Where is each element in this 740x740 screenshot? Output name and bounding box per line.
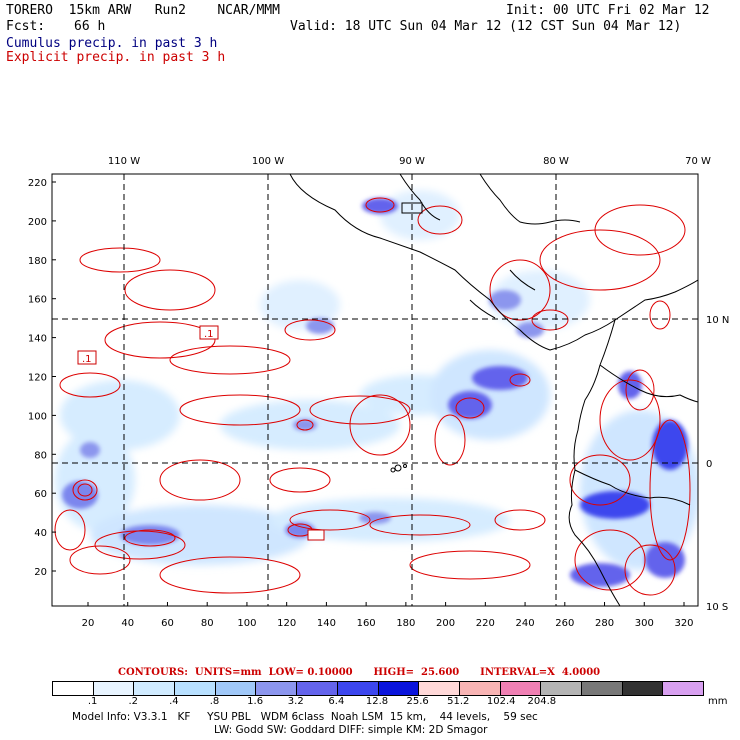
colorbar-swatch [540, 682, 581, 695]
model-info-line1: Model Info: V3.3.1 KF YSU PBL WDM 6class… [72, 711, 538, 723]
colorbar-swatch [418, 682, 459, 695]
colorbar-tick-label: 204.8 [527, 696, 557, 707]
x-tick-label: 100 [237, 618, 256, 629]
map-content [52, 174, 698, 606]
longitude-label: 80 W [543, 156, 569, 167]
contour-labels: .1 .1 [82, 329, 214, 365]
contour-info: CONTOURS: UNITS=mm LOW= 0.10000 HIGH= 25… [118, 667, 601, 678]
y-tick-label: 40 [34, 528, 47, 539]
contour-label-boxes [77, 202, 423, 541]
colorbar-swatch [377, 682, 419, 695]
colorbar-tick-label: 3.2 [287, 696, 304, 707]
init-time: Init: 00 UTC Fri 02 Mar 12 [506, 3, 710, 18]
colorbar-tick-label: .8 [209, 696, 220, 707]
model-info-line2: LW: Godd SW: Goddard DIFF: simple KM: 2D… [214, 724, 488, 736]
x-tick-label: 20 [82, 618, 95, 629]
explicit-legend: Explicit precip. in past 3 h [6, 50, 226, 65]
x-tick-label: 220 [476, 618, 495, 629]
longitude-label: 110 W [108, 156, 140, 167]
y-tick-label: 220 [28, 178, 47, 189]
latitude-label: 0 [706, 459, 712, 470]
colorbar-swatch [255, 682, 297, 695]
y-tick-label: 180 [28, 256, 47, 267]
colorbar-swatch [458, 682, 500, 695]
x-tick-label: 40 [121, 618, 134, 629]
colorbar-tick-label: 6.4 [328, 696, 345, 707]
y-tick-label: 200 [28, 217, 47, 228]
moderate-precip-field [62, 198, 688, 587]
colorbar-units: mm [708, 696, 728, 707]
y-tick-label: 160 [28, 295, 47, 306]
x-tick-label: 180 [396, 618, 415, 629]
y-tick-label: 140 [28, 334, 47, 345]
y-tick-label: 80 [34, 450, 47, 461]
colorbar-tick-label: .1 [87, 696, 98, 707]
colorbar-tick-label: 25.6 [406, 696, 429, 707]
y-tick-label: 60 [34, 489, 47, 500]
y-tick-label: 120 [28, 373, 47, 384]
colorbar-tick-label: 1.6 [247, 696, 264, 707]
colorbar-swatch [662, 682, 703, 695]
colorbar-tick-label: 51.2 [447, 696, 470, 707]
model-title: TORERO 15km ARW Run2 NCAR/MMM [6, 3, 280, 18]
colorbar-swatch [174, 682, 215, 695]
x-tick-label: 280 [595, 618, 614, 629]
forecast-label: Fcst: [6, 19, 46, 34]
coastline [289, 174, 698, 606]
colorbar-swatch [53, 682, 93, 695]
latitude-label: 10 N [706, 315, 729, 326]
x-tick-label: 60 [161, 618, 174, 629]
colorbar-swatch [92, 682, 134, 695]
x-tick-label: 120 [277, 618, 296, 629]
x-tick-label: 240 [516, 618, 535, 629]
colorbar-swatch [336, 682, 378, 695]
cumulus-legend: Cumulus precip. in past 3 h [6, 36, 218, 51]
explicit-precip-contours [54, 197, 691, 596]
x-tick-label: 80 [201, 618, 214, 629]
axis-ticks: 220 200 180 160 140 120 100 80 60 40 20 20 40 60 80 100… [28, 156, 729, 629]
valid-time: Valid: 18 UTC Sun 04 Mar 12 (12 CST Sun … [290, 19, 682, 34]
latitude-label: 10 S [706, 602, 728, 613]
y-tick-label: 100 [28, 411, 47, 422]
x-tick-label: 320 [674, 618, 693, 629]
x-tick-label: 160 [357, 618, 376, 629]
x-tick-label: 200 [436, 618, 455, 629]
longitude-label: 90 W [399, 156, 425, 167]
longitude-label: 70 W [685, 156, 711, 167]
colorbar-swatch [580, 682, 622, 695]
colorbar-swatch [296, 682, 337, 695]
y-tick-label: 20 [34, 567, 47, 578]
colorbar [52, 681, 704, 696]
colorbar-tick-label: 12.8 [365, 696, 389, 707]
lat-lon-grid [52, 174, 698, 606]
colorbar-tick-label: 102.4 [486, 696, 516, 707]
contour-label: .1 [82, 354, 92, 365]
x-tick-label: 300 [635, 618, 654, 629]
map-frame [51, 173, 699, 607]
forecast-hours: 66 h [74, 19, 106, 34]
colorbar-tick-label: .2 [128, 696, 139, 707]
colorbar-swatch [621, 682, 663, 695]
colorbar-swatch [499, 682, 541, 695]
colorbar-swatch [214, 682, 256, 695]
x-tick-label: 140 [317, 618, 336, 629]
longitude-label: 100 W [252, 156, 284, 167]
x-tick-label: 260 [555, 618, 574, 629]
colorbar-tick-label: .4 [169, 696, 179, 707]
contour-label: .1 [204, 329, 214, 340]
colorbar-swatch [133, 682, 175, 695]
